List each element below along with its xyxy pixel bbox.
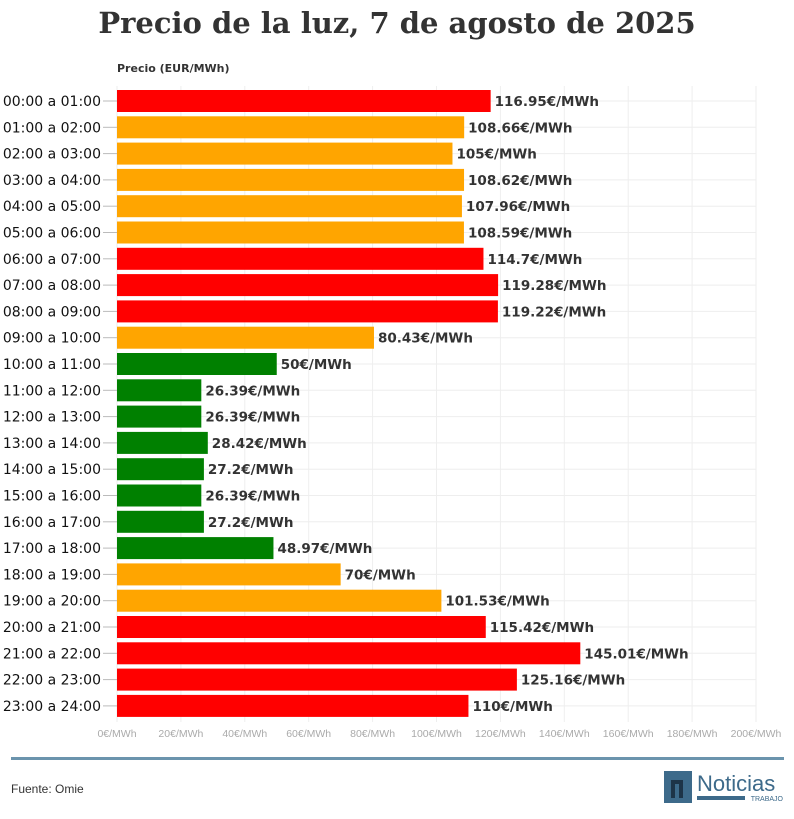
data-label: 28.42€/MWh [212, 436, 307, 452]
y-tick-label: 20:00 a 21:00 [3, 620, 101, 636]
bar [117, 168, 465, 191]
data-label: 50€/MWh [281, 357, 352, 373]
x-axis-title: Precio (EUR/MWh) [117, 62, 230, 75]
data-label: 27.2€/MWh [208, 462, 294, 478]
y-tick-label: 19:00 a 20:00 [3, 594, 101, 610]
y-tick-label: 01:00 a 02:00 [3, 120, 101, 136]
data-label: 108.66€/MWh [468, 120, 572, 136]
data-label: 107.96€/MWh [466, 199, 570, 215]
data-label: 26.39€/MWh [205, 489, 300, 505]
y-tick-label: 02:00 a 03:00 [3, 147, 101, 163]
bar [117, 563, 341, 586]
bar [117, 116, 465, 139]
bar [117, 90, 491, 112]
y-tick-label: 04:00 a 05:00 [3, 199, 101, 215]
logo-text: Noticias [697, 771, 775, 796]
y-tick-label: 10:00 a 11:00 [3, 357, 101, 373]
bar [117, 537, 274, 560]
bar [117, 405, 202, 428]
noticias-trabajo-logo: Noticias TRABAJO [664, 771, 784, 803]
data-label: 116.95€/MWh [495, 94, 599, 110]
bar [117, 326, 374, 349]
x-tick-label: 180€/MWh [667, 728, 718, 740]
y-tick-label: 08:00 a 09:00 [3, 304, 101, 320]
x-tick-label: 100€/MWh [411, 728, 462, 740]
x-tick-label: 120€/MWh [475, 728, 526, 740]
data-label: 108.62€/MWh [468, 173, 572, 189]
data-label: 26.39€/MWh [205, 383, 300, 399]
y-tick-label: 15:00 a 16:00 [3, 489, 101, 505]
bar [117, 431, 208, 454]
y-tick-label: 16:00 a 17:00 [3, 515, 101, 531]
data-label: 26.39€/MWh [205, 410, 300, 426]
x-tick-label: 80€/MWh [350, 728, 395, 740]
data-label: 108.59€/MWh [468, 226, 572, 242]
y-tick-label: 07:00 a 08:00 [3, 278, 101, 294]
x-tick-label: 160€/MWh [603, 728, 654, 740]
bar [117, 458, 204, 481]
source-note: Fuente: Omie [11, 782, 84, 796]
bar [117, 589, 442, 612]
y-tick-label: 05:00 a 06:00 [3, 226, 101, 242]
y-tick-label: 23:00 a 24:00 [3, 699, 101, 715]
bar [117, 510, 204, 533]
y-tick-label: 17:00 a 18:00 [3, 541, 101, 557]
bar [117, 484, 202, 507]
bar [117, 379, 202, 402]
y-tick-label: 00:00 a 01:00 [3, 94, 101, 110]
bar [117, 668, 517, 691]
logo-subtext: TRABAJO [751, 796, 784, 803]
data-label: 48.97€/MWh [277, 541, 372, 557]
data-label: 110€/MWh [472, 699, 552, 715]
y-tick-label: 12:00 a 13:00 [3, 410, 101, 426]
bar [117, 300, 498, 323]
data-label: 80.43€/MWh [378, 331, 473, 347]
bar [117, 247, 484, 270]
x-tick-label: 60€/MWh [286, 728, 331, 740]
x-tick-label: 40€/MWh [222, 728, 267, 740]
x-tick-label: 20€/MWh [158, 728, 203, 740]
data-label: 27.2€/MWh [208, 515, 294, 531]
bar [117, 274, 499, 297]
y-tick-label: 14:00 a 15:00 [3, 462, 101, 478]
data-label: 145.01€/MWh [584, 646, 688, 662]
bar [117, 195, 462, 218]
data-label: 114.7€/MWh [487, 252, 582, 268]
y-tick-label: 21:00 a 22:00 [3, 646, 101, 662]
x-tick-label: 140€/MWh [539, 728, 590, 740]
data-label: 119.28€/MWh [502, 278, 606, 294]
bar [117, 642, 581, 665]
bar-chart: Precio (EUR/MWh) 0€/MWh 20€/MWh 40€/MWh 60€/… [3, 62, 782, 740]
footer-divider [11, 757, 784, 760]
bar [117, 353, 277, 375]
y-tick-label: 03:00 a 04:00 [3, 173, 101, 189]
data-label: 125.16€/MWh [521, 673, 625, 689]
y-tick-label: 18:00 a 19:00 [3, 567, 101, 583]
data-label: 70€/MWh [345, 567, 416, 583]
data-label: 115.42€/MWh [490, 620, 594, 636]
data-label: 119.22€/MWh [502, 304, 606, 320]
x-tick-label: 200€/MWh [731, 728, 782, 740]
data-label: 101.53€/MWh [445, 594, 549, 610]
data-label: 105€/MWh [456, 147, 536, 163]
chart-title: Precio de la luz, 7 de agosto de 2025 [98, 6, 696, 40]
y-tick-label: 06:00 a 07:00 [3, 252, 101, 268]
y-tick-label: 11:00 a 12:00 [3, 383, 101, 399]
bar [117, 221, 464, 244]
y-tick-label: 13:00 a 14:00 [3, 436, 101, 452]
y-tick-label: 09:00 a 10:00 [3, 331, 101, 347]
bar [117, 616, 486, 638]
bar [117, 694, 469, 717]
x-tick-label: 0€/MWh [97, 728, 136, 740]
bar [117, 142, 453, 165]
y-tick-label: 22:00 a 23:00 [3, 673, 101, 689]
